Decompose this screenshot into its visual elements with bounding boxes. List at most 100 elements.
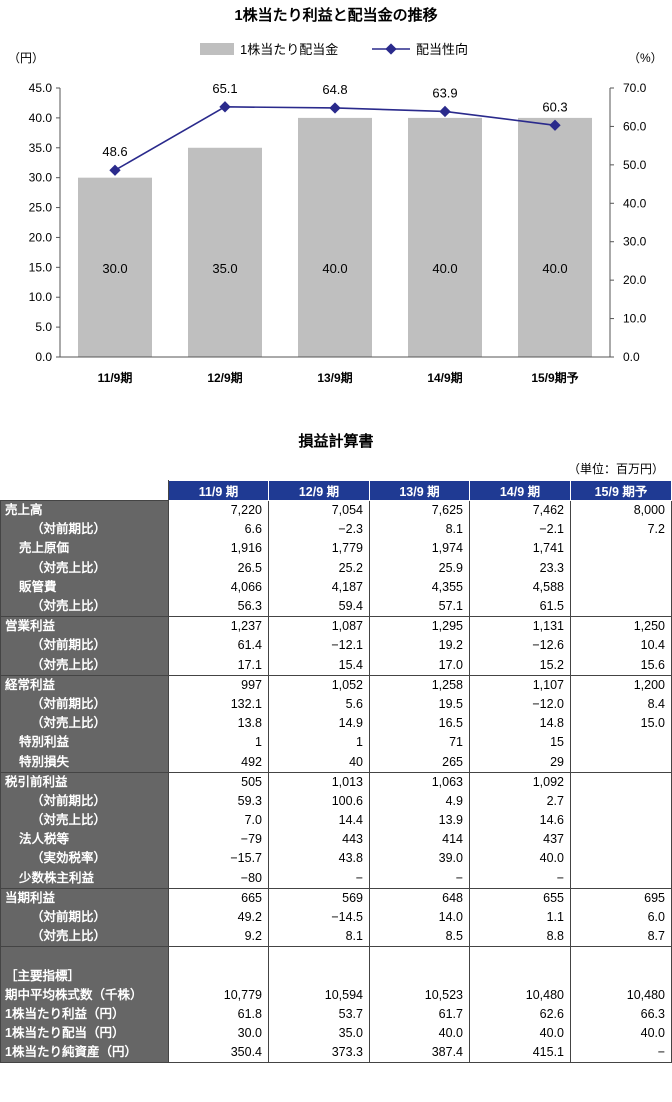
table-cell: −12.0 <box>469 694 571 715</box>
table-cell <box>469 966 571 986</box>
table-cell <box>570 596 672 617</box>
table-cell: 40 <box>268 752 370 773</box>
table-cell: 40.0 <box>570 1024 672 1044</box>
x-tick-label: 13/9期 <box>317 370 352 385</box>
table-cell: 40.0 <box>469 849 571 869</box>
table-cell: 15.2 <box>469 655 571 676</box>
table-cell <box>570 577 672 597</box>
line-value-label: 63.9 <box>432 85 457 100</box>
table-row: ［主要指標］ <box>0 966 672 986</box>
row-label: 特別利益 <box>0 733 169 753</box>
table-cell: 443 <box>268 830 370 850</box>
table-row: （対売上比） 26.5 25.2 25.9 23.3 <box>0 558 672 578</box>
table-row: 経常利益 997 1,052 1,258 1,107 1,200 <box>0 674 672 695</box>
y-right-ticks: 0.0 10.0 20.0 30.0 40.0 50.0 60.0 70.0 <box>610 81 647 364</box>
table-row: （実効税率） −15.7 43.8 39.0 40.0 <box>0 849 672 869</box>
row-label: 営業利益 <box>0 616 169 637</box>
table-cell: 5.6 <box>268 694 370 715</box>
bars: 30.0 35.0 40.0 40.0 40.0 <box>78 117 592 357</box>
table-row: 税引前利益 505 1,013 1,063 1,092 <box>0 771 672 792</box>
table-cell: 13.9 <box>369 811 470 831</box>
y-right-tick-label: 50.0 <box>623 158 647 172</box>
table-cell: 7,625 <box>369 500 470 521</box>
table-cell: 437 <box>469 830 571 850</box>
table-cell: 505 <box>168 771 269 792</box>
table-cell: 695 <box>570 887 672 908</box>
y-left-label: （円） <box>8 51 44 65</box>
table-row: （対前期比） 61.4 −12.1 19.2 −12.6 10.4 <box>0 636 672 656</box>
y-right-tick-label: 30.0 <box>623 235 647 249</box>
table-cell <box>570 830 672 850</box>
table-cell: 4,187 <box>268 577 370 597</box>
x-tick-label: 15/9期予 <box>531 370 578 385</box>
y-right-tick-label: 60.0 <box>623 119 647 133</box>
y-left-tick-label: 5.0 <box>35 320 52 334</box>
table-header-row: 11/9 期 12/9 期 13/9 期 14/9 期 15/9 期予 <box>0 480 672 501</box>
table-cell: 2.7 <box>469 791 571 811</box>
line-point <box>109 164 121 176</box>
table-cell: 4,066 <box>168 577 269 597</box>
table-cell: 29 <box>469 752 571 773</box>
table-row: 期中平均株式数（千株） 10,779 10,594 10,523 10,480 10,48… <box>0 985 672 1005</box>
y-left-tick-label: 25.0 <box>29 201 53 215</box>
table-cell: 1,052 <box>268 674 370 695</box>
row-label: 税引前利益 <box>0 771 169 792</box>
table-cell: 373.3 <box>268 1043 370 1064</box>
row-label: （対前期比） <box>0 636 169 656</box>
dividend-chart: 1株当たり利益と配当金の推移 1株当たり配当金 配当性向 （円） （%） 0.0… <box>8 6 663 385</box>
table-cell: 1,063 <box>369 771 470 792</box>
table-cell: 492 <box>168 752 269 773</box>
row-label: （対売上比） <box>0 714 169 734</box>
row-label: （対前期比） <box>0 520 169 540</box>
table-cell: −80 <box>168 868 269 889</box>
table-cell: 414 <box>369 830 470 850</box>
table-cell: 1,200 <box>570 674 672 695</box>
table-cell: 14.4 <box>268 811 370 831</box>
row-label: 特別損失 <box>0 752 169 773</box>
table-cell: 53.7 <box>268 1004 370 1025</box>
table-cell: 30.0 <box>168 1024 269 1044</box>
table-cell: 15.6 <box>570 655 672 676</box>
table-cell: 59.3 <box>168 791 269 811</box>
table-cell: −2.1 <box>469 520 571 540</box>
table-cell <box>570 811 672 831</box>
table-cell <box>570 849 672 869</box>
table-cell: 1,131 <box>469 616 571 637</box>
row-label: 1株当たり利益（円） <box>0 1004 169 1025</box>
line-value-label: 64.8 <box>322 82 347 97</box>
table-cell: − <box>268 868 370 889</box>
bar <box>298 117 372 357</box>
chart-title: 1株当たり利益と配当金の推移 <box>234 6 437 24</box>
table-cell: 100.6 <box>268 791 370 811</box>
y-left-tick-label: 0.0 <box>35 350 52 364</box>
row-label: （実効税率） <box>0 849 169 869</box>
line-value-label: 60.3 <box>542 99 567 114</box>
table-cell: 15 <box>469 733 571 753</box>
table-cell: 66.3 <box>570 1004 672 1025</box>
row-label: （対売上比） <box>0 811 169 831</box>
table-row: （対売上比） 7.0 14.4 13.9 14.6 <box>0 811 672 831</box>
column-header: 11/9 期 <box>168 480 269 501</box>
table-row: 1株当たり配当（円） 30.0 35.0 40.0 40.0 40.0 <box>0 1024 672 1044</box>
line-value-label: 48.6 <box>102 144 127 159</box>
table-cell: 15.0 <box>570 714 672 734</box>
table-cell: 23.3 <box>469 558 571 578</box>
table-cell: 16.5 <box>369 714 470 734</box>
y-left-tick-label: 30.0 <box>29 171 53 185</box>
table-cell: 997 <box>168 674 269 695</box>
table-cell: −2.3 <box>268 520 370 540</box>
y-left-tick-label: 20.0 <box>29 230 53 244</box>
x-tick-label: 14/9期 <box>427 370 462 385</box>
y-right-tick-label: 0.0 <box>623 350 640 364</box>
bar <box>518 117 592 357</box>
table-cell: 7.2 <box>570 520 672 540</box>
axes <box>59 88 611 358</box>
table-row: 1株当たり純資産（円） 350.4 373.3 387.4 415.1− <box>0 1043 672 1064</box>
row-label: （対売上比） <box>0 558 169 578</box>
table-row: 少数株主利益 −80− − − <box>0 868 672 889</box>
table-cell: 8.1 <box>268 927 370 947</box>
table-cell <box>369 966 470 986</box>
table-cell <box>168 946 269 967</box>
table-cell: 8.8 <box>469 927 571 947</box>
table-cell <box>570 733 672 753</box>
